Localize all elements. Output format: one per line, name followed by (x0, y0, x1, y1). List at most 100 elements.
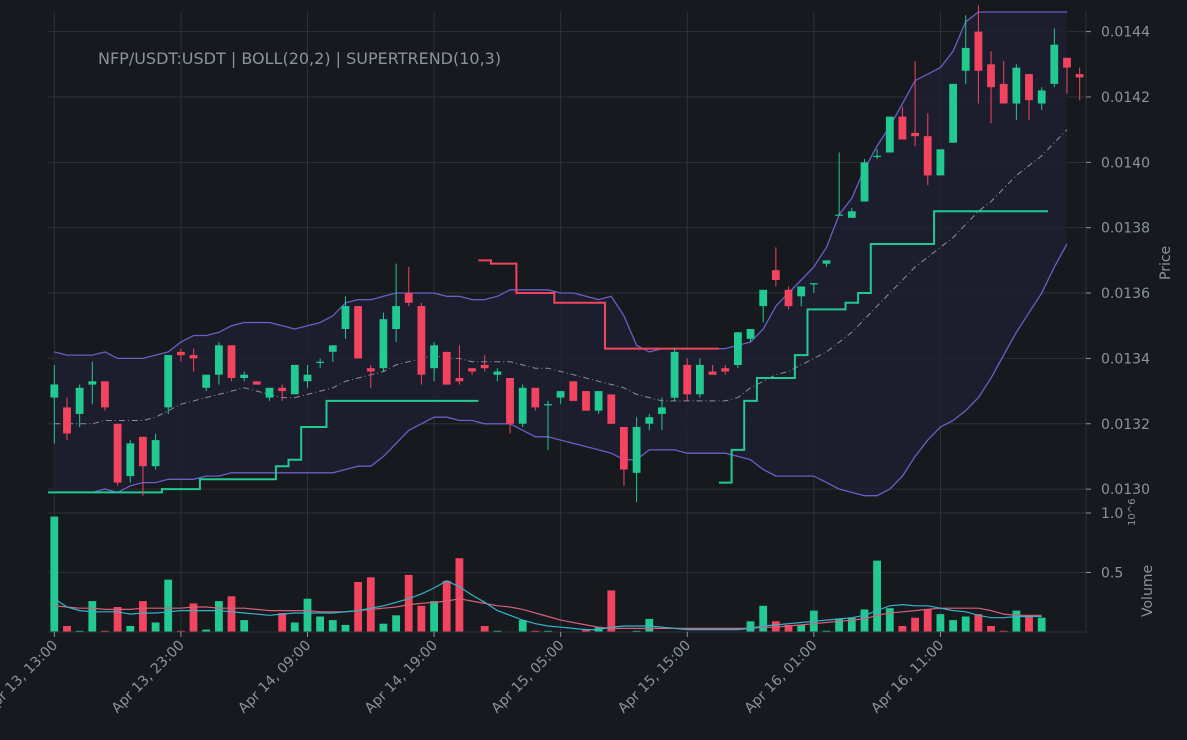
candle-body (430, 345, 438, 369)
candle-body (582, 391, 590, 411)
candle-body (1050, 44, 1059, 84)
volume-bar (379, 623, 388, 632)
candle-body (797, 286, 806, 297)
candle-body (721, 368, 730, 372)
candle-body (1063, 57, 1071, 68)
volume-bar (341, 624, 350, 632)
volume-bar (518, 620, 527, 632)
candle-body (468, 368, 476, 372)
candle-body (88, 381, 97, 385)
volume-bar (999, 630, 1008, 632)
candle-body (632, 427, 641, 473)
candle-body (126, 443, 135, 477)
candle-body (898, 116, 907, 140)
price-tick-label: 0.0144 (1101, 25, 1150, 41)
candle-body (493, 371, 502, 375)
volume-bar (860, 609, 869, 632)
candle-body (252, 381, 261, 385)
volume-bar (898, 626, 907, 632)
candle-body (101, 381, 109, 408)
candle-body (658, 407, 666, 414)
candle-body (164, 355, 173, 408)
volume-bar (759, 605, 768, 632)
candle-body (379, 319, 388, 369)
volume-bar (936, 614, 945, 632)
volume-bar (366, 577, 375, 632)
candle-body (442, 351, 451, 385)
volume-bar (784, 624, 793, 632)
supertrend-up-line (48, 399, 479, 494)
candle-body (354, 306, 362, 359)
volume-bar (480, 626, 489, 632)
candle-body (215, 345, 223, 375)
candle-body (290, 364, 299, 395)
bollinger-upper-line (54, 11, 1067, 360)
volume-bar (404, 574, 413, 632)
candle-body (1025, 74, 1033, 101)
candle-body (746, 329, 755, 339)
volume-tick-label: 1.0 (1101, 506, 1123, 522)
volume-bar (442, 580, 451, 632)
volume-tick-label: 0.5 (1101, 566, 1123, 582)
volume-axis-label: Volume (1140, 564, 1156, 617)
candle-body (620, 427, 628, 470)
candle-body (341, 306, 350, 329)
candle-body (1012, 67, 1021, 104)
volume-bar (1025, 615, 1033, 632)
price-tick-label: 0.0140 (1101, 155, 1150, 171)
volume-bar (354, 582, 362, 632)
candle-body (822, 260, 831, 264)
price-tick-label: 0.0136 (1101, 286, 1150, 302)
candle-body (961, 47, 970, 71)
candle-body (240, 374, 249, 378)
volume-bar (63, 626, 71, 632)
volume-bar (1012, 610, 1021, 632)
volume-ma-line (53, 580, 1042, 631)
candle-body (835, 214, 843, 216)
candle-body (518, 387, 527, 424)
candle-body (949, 83, 957, 143)
candle-body (177, 351, 185, 356)
candle-body (911, 132, 919, 137)
candle-body (885, 116, 894, 153)
volume-bar (531, 630, 540, 632)
candle-body (531, 387, 540, 408)
price-tick-label: 0.0132 (1101, 417, 1150, 433)
candle-body (316, 361, 324, 363)
volume-bar (126, 626, 135, 632)
volume-bar (139, 601, 147, 632)
candle-body (873, 155, 881, 157)
candle-body (759, 289, 768, 307)
candle-body (607, 394, 616, 424)
candle-body (227, 345, 236, 378)
candle-body (999, 83, 1008, 104)
candle-body (75, 387, 84, 414)
candle-body (860, 162, 869, 202)
volume-bar (50, 516, 59, 632)
candle-body (328, 345, 337, 352)
supertrend-up-line (718, 210, 1048, 484)
chart-title: NFP/USDT:USDT | BOLL(20,2) | SUPERTREND(… (98, 49, 502, 68)
price-tick-label: 0.0142 (1101, 90, 1150, 106)
price-axis-label: Price (1158, 245, 1174, 280)
candle-body (265, 387, 274, 398)
candle-body (670, 351, 679, 398)
price-tick-label: 0.0134 (1101, 351, 1150, 367)
candle-body (556, 391, 565, 398)
candle-body (1037, 90, 1046, 104)
candle-body (139, 436, 147, 467)
price-tick-label: 0.0130 (1101, 482, 1150, 498)
volume-bar (885, 608, 894, 632)
volume-bar (847, 617, 856, 632)
candle-body (202, 374, 211, 388)
volume-bar (746, 621, 755, 632)
volume-bar (177, 630, 185, 632)
volume-ma-line (54, 598, 1042, 629)
candle-body (923, 136, 932, 176)
volume-bar (202, 629, 211, 632)
candle-body (417, 306, 426, 375)
volume-bar (632, 630, 641, 632)
volume-bar (88, 601, 97, 632)
candle-body (544, 404, 552, 406)
volume-bar (328, 620, 337, 632)
